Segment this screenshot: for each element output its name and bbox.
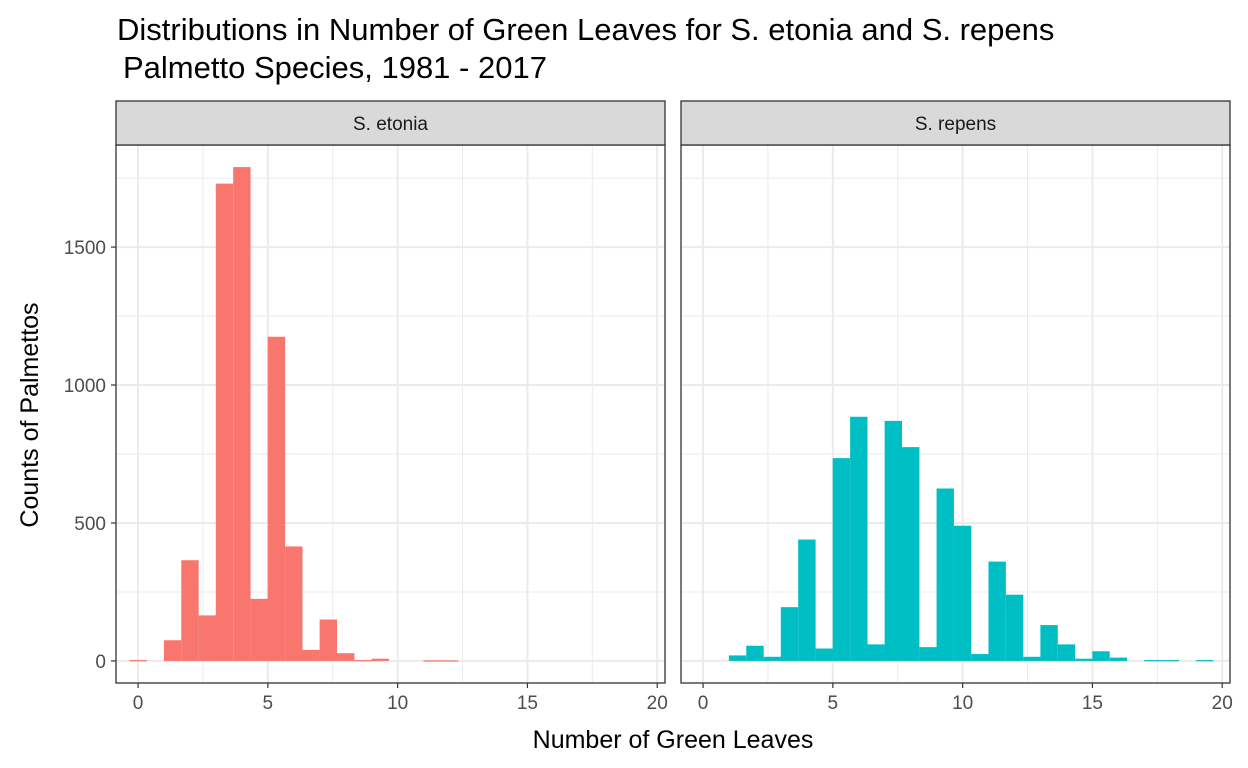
histogram-bar [988, 561, 1006, 661]
histogram-bar [423, 660, 441, 662]
histogram-bar [267, 336, 286, 661]
chart-subtitle: Palmetto Species, 1981 - 2017 [123, 50, 547, 85]
histogram-bar [850, 416, 868, 661]
x-tick-label: 10 [387, 693, 408, 714]
histogram-bar [746, 645, 764, 661]
facet-panels: S. etonia 0 5 10 15 20 0 500 1000 1500 S. repens 0 5… [64, 100, 1233, 714]
y-tick-label: 1500 [64, 238, 106, 259]
chart-title: Distributions in Number of Green Leaves … [117, 12, 1054, 47]
facet-panel-0: S. etonia 0 5 10 15 20 0 500 1000 1500 [64, 100, 668, 714]
histogram-bar [163, 640, 182, 661]
histogram-bar [440, 660, 459, 662]
x-tick-label: 5 [263, 693, 274, 714]
facet-strip-label: S. repens [915, 114, 996, 135]
facet-panel-1: S. repens 0 5 10 15 20 [680, 100, 1233, 714]
histogram-bar [1144, 660, 1162, 662]
histogram-bar [953, 525, 972, 661]
histogram-bar [1161, 660, 1179, 662]
histogram-bar [798, 539, 816, 661]
histogram-bar [371, 658, 389, 661]
histogram-bar [780, 607, 799, 661]
histogram-bar [1196, 660, 1214, 662]
histogram-bar [867, 644, 885, 661]
histogram-bar [1023, 656, 1041, 661]
histogram-bar [1109, 657, 1128, 661]
histogram-bar [233, 167, 251, 661]
y-tick-label: 0 [95, 652, 106, 673]
histogram-bar [1040, 625, 1058, 661]
histogram-bar [728, 655, 747, 661]
histogram-bar [902, 447, 920, 661]
x-tick-label: 20 [647, 693, 668, 714]
histogram-bar [1057, 644, 1076, 661]
histogram-bar [250, 598, 268, 661]
y-tick-label: 1000 [64, 376, 106, 397]
histogram-bar [198, 615, 217, 661]
histogram-bar [354, 660, 372, 662]
histogram-bar [215, 183, 234, 661]
histogram-bar [832, 458, 851, 661]
y-axis-title: Counts of Palmettos [16, 302, 44, 527]
y-tick-label: 500 [74, 514, 106, 535]
histogram-bar [936, 488, 954, 661]
x-tick-label: 5 [828, 693, 839, 714]
histogram-bar [337, 653, 355, 661]
plot-background [116, 145, 665, 683]
histogram-bar [129, 660, 147, 662]
x-axis-title: Number of Green Leaves [533, 726, 814, 754]
facet-strip-label: S. etonia [353, 114, 428, 135]
histogram-bar [1075, 658, 1093, 661]
histogram-bar [1005, 594, 1024, 661]
histogram-bar [919, 647, 937, 661]
x-tick-label: 15 [517, 693, 538, 714]
histogram-bar [884, 420, 903, 661]
x-tick-label: 10 [952, 693, 973, 714]
facet-strip [115, 100, 666, 146]
histogram-bar [181, 560, 199, 661]
x-tick-label: 0 [133, 693, 144, 714]
x-tick-label: 0 [698, 693, 709, 714]
histogram-bar [285, 546, 303, 661]
x-tick-label: 20 [1212, 693, 1233, 714]
histogram-bar [1092, 651, 1110, 661]
facet-strip [680, 100, 1231, 146]
histogram-bar [302, 649, 320, 661]
histogram-bar [763, 656, 782, 661]
x-tick-label: 15 [1082, 693, 1103, 714]
histogram-bar [319, 619, 338, 661]
histogram-bar [815, 648, 833, 661]
histogram-bar [971, 654, 989, 661]
